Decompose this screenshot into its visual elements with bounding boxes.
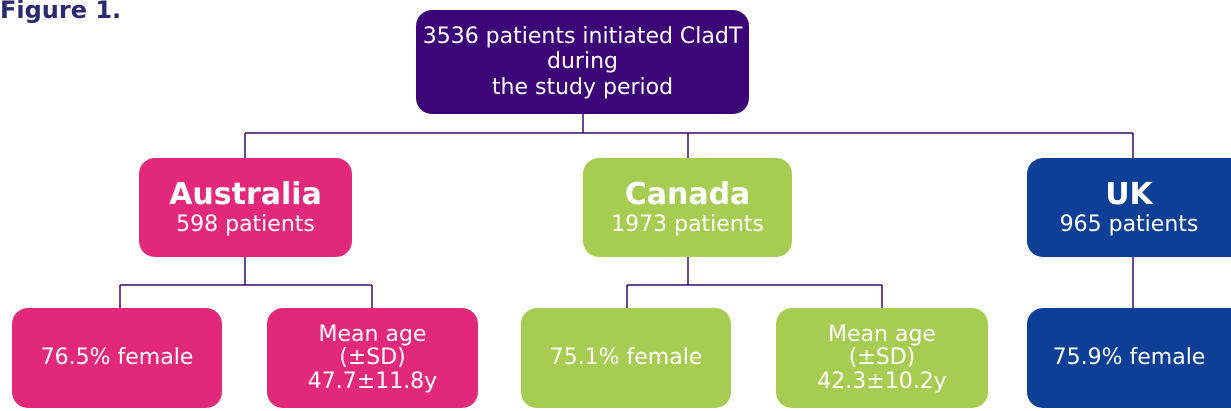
detail-text: 75.1% female <box>549 345 703 371</box>
detail-node: 75.9% female <box>1027 308 1231 408</box>
figure-label: Figure 1. <box>0 0 122 24</box>
country-node: Canada 1973 patients <box>583 158 792 257</box>
node-text: 3536 patients initiated CladT during <box>422 24 743 75</box>
patient-count: 598 patients <box>176 212 315 238</box>
detail-node: 75.1% female <box>521 308 731 408</box>
detail-text: 76.5% female <box>40 345 194 371</box>
detail-text: 42.3±10.2y <box>817 368 947 394</box>
detail-node: Mean age (±SD) 47.7±11.8y <box>267 308 478 408</box>
country-name: UK <box>1105 176 1153 212</box>
detail-text: (±SD) <box>848 345 916 371</box>
patient-count: 965 patients <box>1059 212 1199 238</box>
country-node: UK 965 patients <box>1027 158 1231 257</box>
root-node: 3536 patients initiated CladT during the… <box>416 10 749 114</box>
node-text: the study period <box>491 74 674 100</box>
detail-text: (±SD) <box>339 345 406 371</box>
patient-count: 1973 patients <box>611 212 764 238</box>
detail-text: 75.9% female <box>1052 345 1206 371</box>
detail-node: 76.5% female <box>12 308 222 408</box>
detail-text: 47.7±11.8y <box>307 368 438 394</box>
country-name: Australia <box>169 176 322 212</box>
detail-text: Mean age <box>318 322 427 348</box>
country-node: Australia 598 patients <box>139 158 352 257</box>
detail-node: Mean age (±SD) 42.3±10.2y <box>776 308 988 408</box>
country-name: Canada <box>624 176 751 212</box>
detail-text: Mean age <box>828 322 936 348</box>
